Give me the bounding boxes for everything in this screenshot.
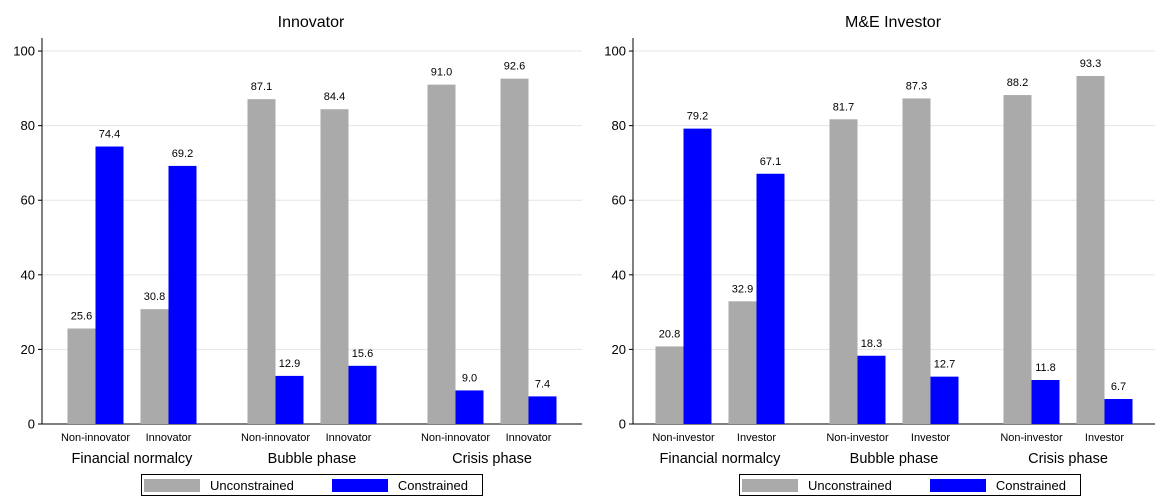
y-tick-label: 60 [612,193,626,208]
data-label: 67.1 [760,156,781,168]
data-label: 12.7 [934,359,955,371]
legend-swatch-unconstrained [144,478,200,492]
bar-unconstrained [247,99,276,425]
group-label: Crisis phase [1028,451,1108,467]
data-label: 9.0 [462,372,477,384]
bar-unconstrained [67,328,96,424]
data-label: 92.6 [504,61,525,73]
bar-constrained [275,375,304,424]
legend-item-constrained: Constrained [331,477,468,493]
y-tick-label: 80 [21,118,35,133]
bar-constrained [756,173,785,424]
data-label: 87.3 [906,80,927,92]
y-tick-label: 60 [21,193,35,208]
data-label: 69.2 [172,148,193,160]
x-tick-label: Investor [737,432,776,444]
bar-constrained [348,365,377,424]
data-label: 11.8 [1035,362,1056,374]
group-label: Bubble phase [268,451,357,467]
x-tick-label: Non-investor [652,432,715,444]
bar-constrained [455,390,484,424]
legend-item-unconstrained: Unconstrained [144,478,294,493]
data-label: 25.6 [71,311,92,323]
group-label: Financial normalcy [72,451,194,467]
y-tick-label: 40 [612,267,626,282]
x-tick-label: Non-innovator [241,432,310,444]
y-tick-label: 0 [28,417,35,432]
y-tick-label: 20 [21,342,35,357]
legend-label-unconstrained: Unconstrained [210,477,294,493]
x-tick-label: Investor [1085,432,1124,444]
bar-unconstrained [427,84,456,425]
bar-unconstrained [1076,76,1105,424]
bar-constrained [930,376,959,424]
legend-swatch-constrained [331,478,388,492]
data-label: 15.6 [352,348,373,360]
data-label: 32.9 [732,283,753,295]
data-label: 7.4 [535,378,550,390]
x-tick-label: Non-investor [1000,432,1063,444]
bar-unconstrained [902,98,931,424]
y-tick-label: 80 [612,118,626,133]
group-label: Financial normalcy [660,451,782,467]
group-label: Crisis phase [452,451,532,467]
bar-unconstrained [500,78,529,424]
bar-constrained [95,146,124,425]
x-tick-label: Non-investor [826,432,889,444]
bar-constrained [168,165,197,424]
data-label: 93.3 [1080,58,1101,70]
bar-unconstrained [829,119,858,424]
data-label: 87.1 [251,81,272,93]
legend-swatch-constrained [929,478,986,492]
data-label: 88.2 [1007,77,1028,89]
legend-item-constrained: Constrained [929,477,1066,493]
legend-right: Unconstrained Constrained [739,474,1081,496]
legend-left: Unconstrained Constrained [141,474,483,496]
data-label: 18.3 [861,338,882,350]
data-label: 6.7 [1111,381,1126,393]
y-tick-label: 0 [619,417,626,432]
data-label: 81.7 [833,101,854,113]
y-tick-label: 100 [13,44,35,59]
x-tick-label: Non-innovator [421,432,490,444]
bar-unconstrained [655,346,684,424]
data-label: 79.2 [687,111,708,123]
chart-title: M&E Investor [845,14,942,31]
y-tick-label: 20 [612,342,626,357]
x-tick-label: Non-innovator [61,432,130,444]
bar-unconstrained [320,109,349,424]
x-tick-label: Investor [911,432,950,444]
data-label: 74.4 [99,129,120,141]
group-label: Bubble phase [850,451,939,467]
data-label: 20.8 [659,328,680,340]
bar-unconstrained [1003,95,1032,425]
x-tick-label: Innovator [506,432,552,444]
x-tick-label: Innovator [326,432,372,444]
data-label: 91.0 [431,67,452,79]
legend-item-unconstrained: Unconstrained [742,478,892,493]
bar-unconstrained [728,301,757,424]
bar-unconstrained [140,309,169,424]
bar-constrained [1104,399,1133,424]
y-tick-label: 100 [604,44,626,59]
x-tick-label: Innovator [146,432,192,444]
data-label: 12.9 [279,358,300,370]
legend-swatch-unconstrained [742,478,798,492]
legend-label-constrained: Constrained [397,477,468,493]
data-label: 84.4 [324,91,345,103]
bar-constrained [1031,379,1060,424]
legend-label-unconstrained: Unconstrained [808,477,892,493]
y-tick-label: 40 [21,267,35,282]
bar-constrained [528,396,557,424]
chart-title: Innovator [278,14,345,31]
bar-constrained [857,355,886,424]
data-label: 30.8 [144,291,165,303]
legend-label-constrained: Constrained [995,477,1066,493]
bar-constrained [683,128,712,424]
